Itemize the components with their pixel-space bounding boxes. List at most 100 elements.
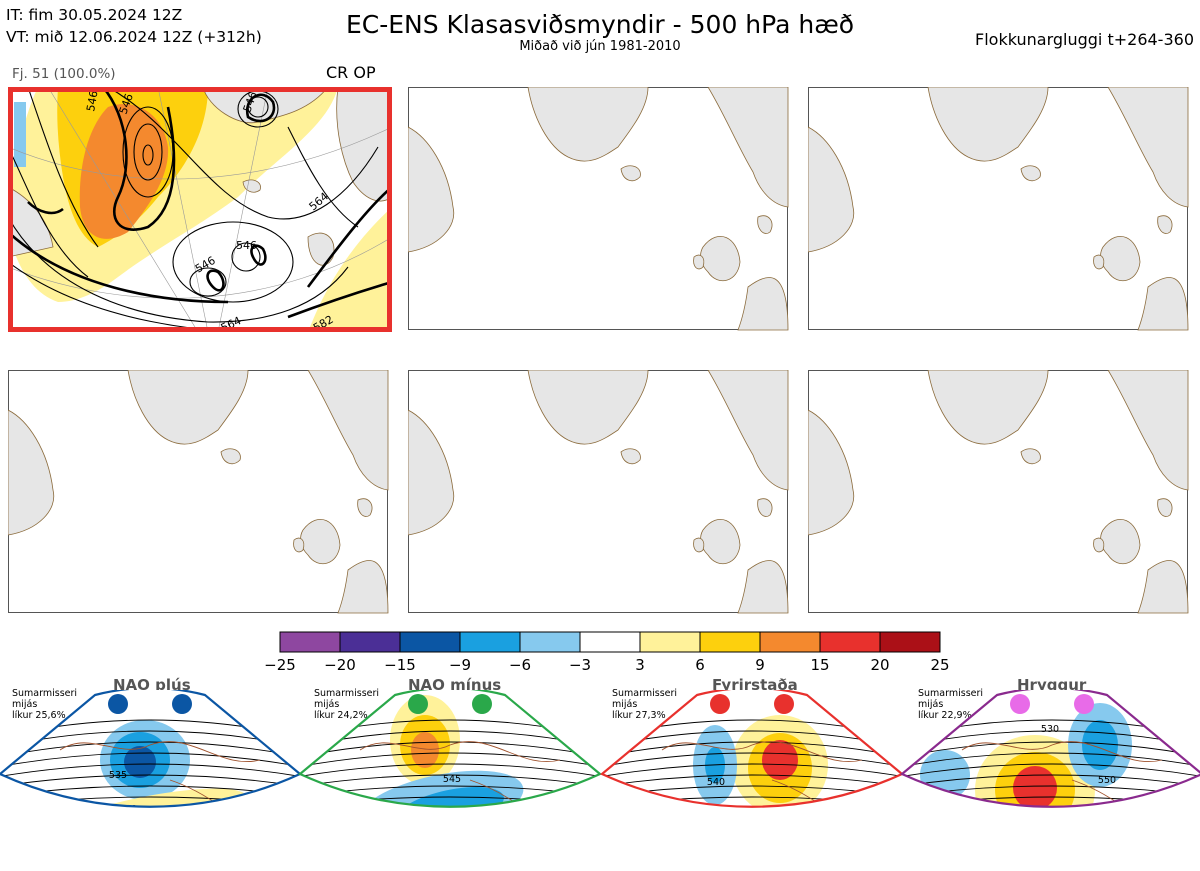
- map-panel-3: [808, 87, 1189, 331]
- height-contour: [852, 808, 1200, 822]
- colorbar-swatch: [879, 631, 941, 653]
- height-contour: [0, 841, 350, 849]
- fan-outline: [0, 690, 303, 808]
- contour-label: 535: [109, 770, 127, 781]
- regime-info: Sumarmisseri mijás líkur 25,6%: [12, 688, 78, 721]
- colorbar-tick-label: 3: [635, 656, 645, 674]
- center-marker: [408, 694, 428, 714]
- member-count-label: Fj. 51 (100.0%): [12, 66, 116, 82]
- contour-label: 546: [236, 239, 257, 252]
- anomaly-shading: [1082, 720, 1118, 770]
- colorbar-swatch: [279, 631, 341, 653]
- regime-info: Sumarmisseri mijás líkur 27,3%: [612, 688, 678, 721]
- anomaly-shading: [762, 740, 798, 780]
- map-panel-1: 546 546 546 546 546 564 564 582 54: [8, 87, 392, 332]
- selected-panel-frame: [8, 87, 392, 332]
- anomaly-shading: [1013, 766, 1057, 807]
- map-panel-2: [408, 87, 789, 331]
- colorbar-tick-label: −6: [509, 656, 531, 674]
- height-contour: [250, 819, 650, 831]
- height-contour: [0, 808, 350, 822]
- regime-info: Sumarmisseri mijás líkur 24,2%: [314, 688, 380, 721]
- center-marker: [774, 694, 794, 714]
- height-contour: [552, 808, 952, 822]
- height-contour: [0, 819, 350, 831]
- coastline: [59, 741, 261, 762]
- contour-label: 560: [437, 813, 455, 824]
- regime-label: CR OP: [326, 63, 376, 82]
- valid-time: VT: mið 12.06.2024 12Z (+312h): [6, 28, 262, 46]
- page-subtitle: Miðað við jún 1981-2010: [519, 39, 681, 54]
- colorbar-tick-label: 6: [695, 656, 705, 674]
- colorbar-swatch: [759, 631, 821, 653]
- anomaly-positive-area: [308, 207, 392, 332]
- contour-label: 540: [707, 777, 725, 788]
- fan-outline: [297, 690, 603, 808]
- page-title: EC-ENS Klasasviðsmyndir - 500 hPa hæð: [345, 10, 855, 39]
- height-contour: [552, 830, 952, 840]
- map-panel-5: [408, 370, 789, 614]
- colorbar-swatch: [579, 631, 641, 653]
- height-contour: [552, 841, 952, 849]
- colorbar: −25 −20 −15 −9 −6 −3 3 6 9 15 20 25: [264, 631, 950, 674]
- colorbar-tick-label: −9: [449, 656, 471, 674]
- header-info: IT: fim 30.05.2024 12Z VT: mið 12.06.202…: [6, 4, 262, 48]
- regime-info: Sumarmisseri mijás líkur 22,9%: [918, 688, 984, 721]
- center-marker: [1074, 694, 1094, 714]
- regime-fan: 530 550 575: [852, 690, 1200, 861]
- colorbar-tick-label: −25: [264, 656, 296, 674]
- colorbar-tick-label: −3: [569, 656, 591, 674]
- colorbar-tick-label: 15: [810, 656, 829, 674]
- anomaly-shading: [1015, 849, 1045, 861]
- center-marker: [710, 694, 730, 714]
- colorbar-swatch: [699, 631, 761, 653]
- height-contour: [250, 830, 650, 840]
- colorbar-swatch: [399, 631, 461, 653]
- colorbar-tick-label: −15: [384, 656, 416, 674]
- contour-label: 575: [447, 848, 465, 859]
- regime-fan: 540 560 575: [552, 690, 952, 849]
- contour-label: 560: [723, 807, 741, 818]
- height-contour: [250, 841, 650, 849]
- anomaly-peak-area: [79, 103, 169, 239]
- map-panel-6: [808, 370, 1189, 614]
- coastline: [359, 741, 561, 762]
- height-contour: [852, 841, 1200, 849]
- anomaly-negative-area: [14, 102, 26, 167]
- coastline: [661, 741, 863, 762]
- map-panel-4: [8, 370, 389, 614]
- colorbar-tick-label: −20: [324, 656, 356, 674]
- colorbar-swatch: [819, 631, 881, 653]
- colorbar-swatch: [459, 631, 521, 653]
- contour-label: 530: [1041, 724, 1059, 735]
- colorbar-swatch: [519, 631, 581, 653]
- center-marker: [472, 694, 492, 714]
- fan-outline: [599, 690, 905, 808]
- height-contour: [0, 830, 350, 840]
- colorbar-tick-label: 20: [870, 656, 889, 674]
- coastline: [961, 741, 1163, 762]
- classification-window: Flokkunargluggi t+264-360: [975, 30, 1194, 49]
- contour-label: 550: [1098, 775, 1116, 786]
- contour-label: 546: [84, 90, 100, 113]
- height-contour: [852, 819, 1200, 831]
- center-marker: [172, 694, 192, 714]
- colorbar-tick-label: 25: [930, 656, 949, 674]
- contour-label: 545: [443, 774, 461, 785]
- colorbar-tick-label: 9: [755, 656, 765, 674]
- colorbar-swatch: [639, 631, 701, 653]
- height-contour: [852, 830, 1200, 840]
- contour-label: 575: [729, 832, 747, 843]
- contour-label: 575: [1091, 837, 1109, 848]
- fan-outline: [899, 690, 1200, 808]
- land-area: [307, 232, 335, 266]
- height-contour: [250, 808, 650, 822]
- height-contour: [552, 819, 952, 831]
- init-time: IT: fim 30.05.2024 12Z: [6, 6, 183, 24]
- anomaly-shading: [411, 732, 439, 768]
- colorbar-swatch: [339, 631, 401, 653]
- center-marker: [1010, 694, 1030, 714]
- anomaly-shading: [124, 746, 156, 778]
